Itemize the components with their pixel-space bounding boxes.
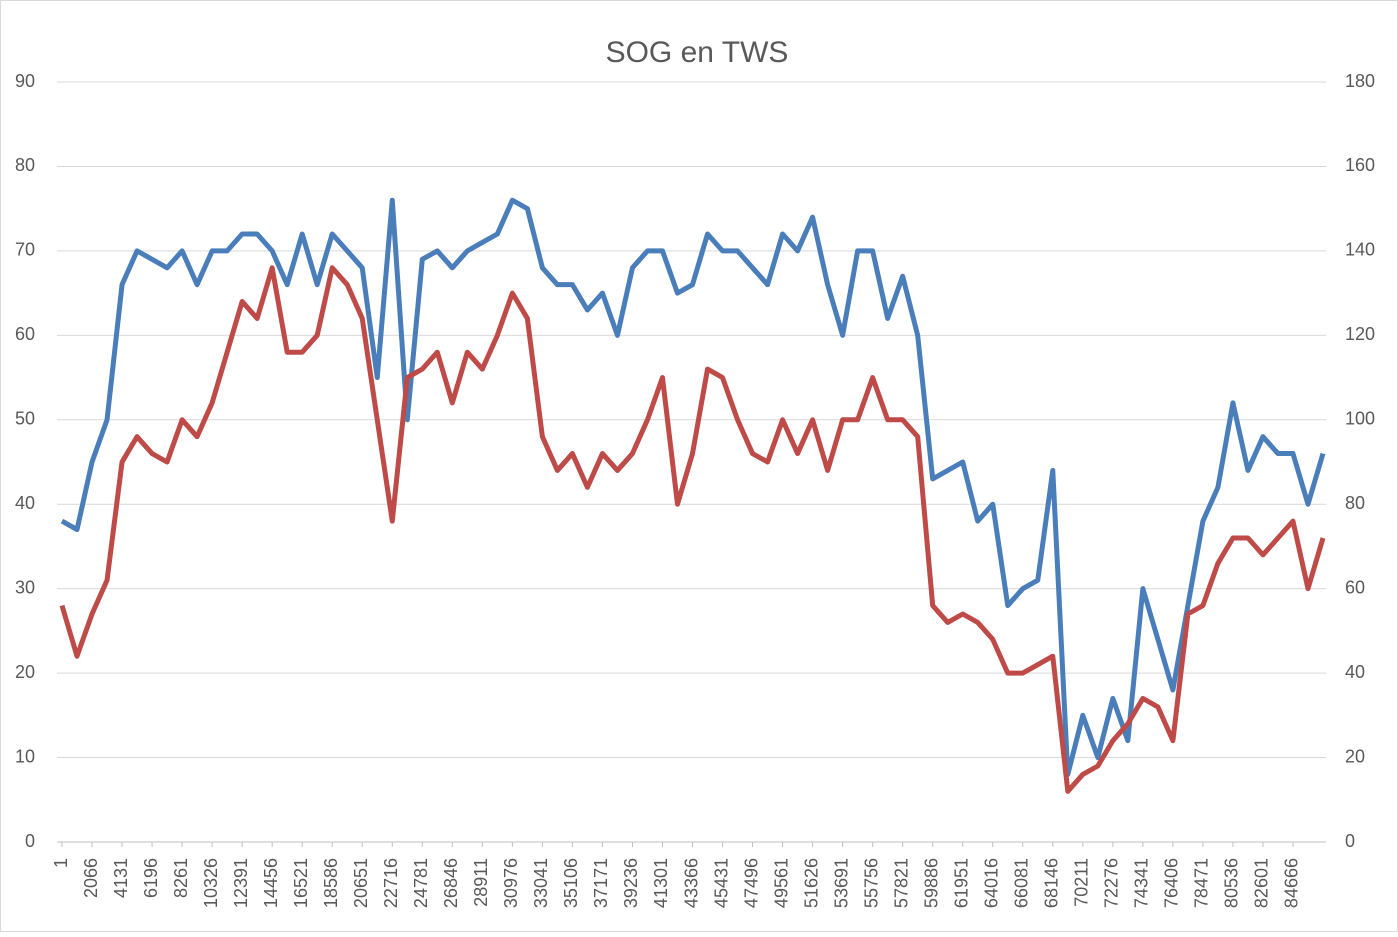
series-line	[60, 197, 1326, 777]
x-tick-label: 66081	[1012, 858, 1032, 908]
x-tick-label: 6196	[141, 858, 161, 898]
y-tick-label: 20	[15, 662, 35, 682]
x-tick-label: 45431	[711, 858, 731, 908]
x-tick-label: 35106	[561, 858, 581, 908]
y2-tick-label: 40	[1345, 662, 1365, 682]
x-tick-label: 22716	[381, 858, 401, 908]
y2-tick-label: 80	[1345, 493, 1365, 513]
x-tick-label: 82601	[1252, 858, 1272, 908]
x-tick-label: 49561	[771, 858, 791, 908]
y2-tick-label: 160	[1345, 155, 1375, 175]
x-tick-label: 84666	[1282, 858, 1302, 908]
x-tick-label: 24781	[411, 858, 431, 908]
x-tick-label: 74341	[1132, 858, 1152, 908]
x-tick-label: 64016	[981, 858, 1001, 908]
y2-tick-label: 100	[1345, 409, 1375, 429]
x-tick-label: 26846	[441, 858, 461, 908]
x-tick-label: 61951	[951, 858, 971, 908]
chart-title: SOG en TWS	[606, 36, 789, 69]
x-tick-label: 55756	[861, 858, 881, 908]
x-tick-label: 47496	[741, 858, 761, 908]
x-tick-label: 10326	[201, 858, 221, 908]
x-tick-label: 59886	[921, 858, 941, 908]
x-tick-label: 1	[51, 858, 71, 868]
x-tick-label: 39236	[621, 858, 641, 908]
x-tick-label: 2066	[81, 858, 101, 898]
y2-tick-label: 0	[1345, 831, 1355, 851]
y2-tick-label: 60	[1345, 577, 1365, 597]
x-tick-label: 41301	[651, 858, 671, 908]
x-tick-label: 80536	[1222, 858, 1242, 908]
y-tick-label: 80	[15, 155, 35, 175]
y-tick-label: 30	[15, 577, 35, 597]
x-tick-label: 33041	[531, 858, 551, 908]
y2-tick-label: 140	[1345, 240, 1375, 260]
y-tick-label: 60	[15, 324, 35, 344]
y-tick-label: 0	[25, 831, 35, 851]
y-tick-label: 90	[15, 71, 35, 91]
y-tick-label: 70	[15, 240, 35, 260]
x-tick-label: 4131	[111, 858, 131, 898]
y2-tick-label: 180	[1345, 71, 1375, 91]
y2-tick-label: 20	[1345, 746, 1365, 766]
y-tick-label: 40	[15, 493, 35, 513]
y-tick-label: 50	[15, 409, 35, 429]
x-tick-label: 72276	[1102, 858, 1122, 908]
x-tick-label: 57821	[891, 858, 911, 908]
x-tick-label: 70211	[1072, 858, 1092, 907]
x-tick-label: 78471	[1192, 858, 1212, 908]
x-tick-label: 53691	[831, 858, 851, 908]
x-tick-label: 37171	[591, 858, 611, 908]
x-tick-label: 8261	[171, 858, 191, 898]
x-tick-label: 68146	[1042, 858, 1062, 908]
series-line	[59, 265, 1326, 794]
x-tick-label: 76406	[1162, 858, 1182, 908]
x-tick-label: 28911	[471, 858, 491, 907]
x-tick-label: 12391	[231, 858, 251, 908]
x-tick-label: 43366	[681, 858, 701, 908]
x-tick-label: 16521	[291, 858, 311, 908]
x-tick-label: 30976	[501, 858, 521, 908]
y-tick-label: 10	[15, 746, 35, 766]
x-tick-label: 18586	[321, 858, 341, 908]
x-tick-label: 20651	[351, 858, 371, 908]
y2-tick-label: 120	[1345, 324, 1375, 344]
x-tick-label: 14456	[261, 858, 281, 908]
x-tick-label: 51626	[801, 858, 821, 908]
